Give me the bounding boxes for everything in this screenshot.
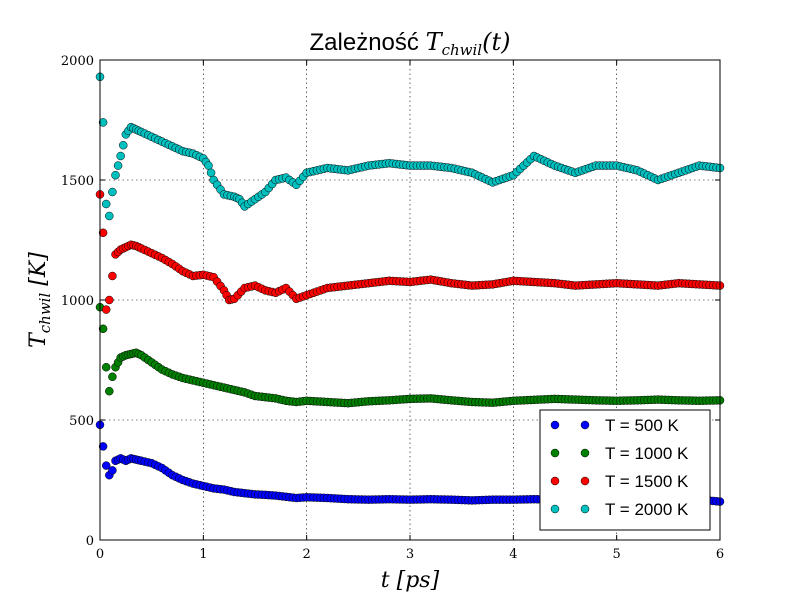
chart-title: Zależność Tchwil(t) [310, 28, 511, 59]
data-point [111, 170, 120, 180]
legend: T = 500 K T = 1000 K T = 1500 K T = 2000 K [539, 409, 711, 531]
legend-label: T = 500 K [605, 416, 680, 435]
legend-items: T = 500 K T = 1000 K T = 1500 K T = 2000 K [550, 416, 689, 519]
data-point [98, 118, 108, 127]
y-tick-label: 1000 [61, 294, 94, 309]
legend-label: T = 1500 K [605, 472, 689, 491]
x-tick-label: 1 [199, 547, 207, 562]
ticks: 0 1 2 3 4 5 6 0 500 1000 1500 2000 [61, 54, 724, 562]
x-axis-title: t [ps] [381, 568, 440, 593]
legend-marker [580, 504, 590, 514]
y-tick-label: 2000 [61, 54, 94, 69]
y-axis-title-main: T [26, 331, 51, 348]
data-point [108, 372, 117, 382]
data-point [119, 140, 128, 150]
data-point [105, 386, 114, 396]
legend-marker [580, 420, 590, 430]
data-point [113, 161, 123, 170]
chart-title-math: T [426, 28, 444, 56]
data-point [98, 324, 108, 334]
chart-title-math-sub: chwil [442, 41, 483, 59]
legend-marker [580, 448, 590, 458]
series-4 [95, 72, 725, 221]
plot-area: 0 1 2 3 4 5 6 0 500 1000 1500 2000 [61, 54, 725, 562]
data-point [206, 168, 216, 178]
y-tick-label: 0 [86, 534, 94, 549]
data-point [108, 187, 117, 197]
legend-label: T = 1000 K [605, 444, 689, 463]
data-point [108, 271, 117, 281]
x-tick-label: 6 [716, 547, 724, 562]
data-point [101, 362, 111, 372]
series-3 [95, 190, 725, 314]
data-point [98, 442, 108, 451]
legend-marker [550, 504, 560, 514]
chart-title-text: Zależność [310, 29, 419, 56]
x-tick-label: 2 [303, 547, 311, 562]
legend-box [539, 409, 711, 531]
y-axis-title-sub: chwil [36, 293, 54, 334]
legend-marker [550, 420, 560, 430]
data-point [105, 295, 114, 305]
data-point [116, 151, 125, 161]
chart-title-math-arg: (t) [482, 28, 510, 56]
data-point [98, 228, 108, 238]
data-point [204, 161, 213, 170]
legend-marker [580, 476, 590, 486]
y-axis-title: Tchwil [K] [26, 252, 54, 348]
x-tick-label: 4 [509, 547, 517, 562]
y-axis-title-unit: [K] [26, 252, 51, 286]
x-tick-label: 3 [406, 547, 414, 562]
x-axis-title-unit: [ps] [397, 568, 440, 593]
x-tick-label: 0 [96, 547, 104, 562]
data-point [108, 466, 117, 475]
data-point [101, 305, 111, 314]
data-point [101, 199, 111, 209]
data-point [101, 461, 111, 470]
legend-label: T = 2000 K [605, 500, 689, 519]
y-tick-label: 1500 [61, 174, 94, 189]
y-tick-label: 500 [69, 414, 94, 429]
legend-marker [550, 476, 560, 486]
data-point [105, 211, 114, 221]
series-2 [95, 302, 725, 408]
x-tick-label: 5 [613, 547, 621, 562]
x-axis-title-main: t [381, 568, 390, 593]
legend-marker [550, 448, 560, 458]
